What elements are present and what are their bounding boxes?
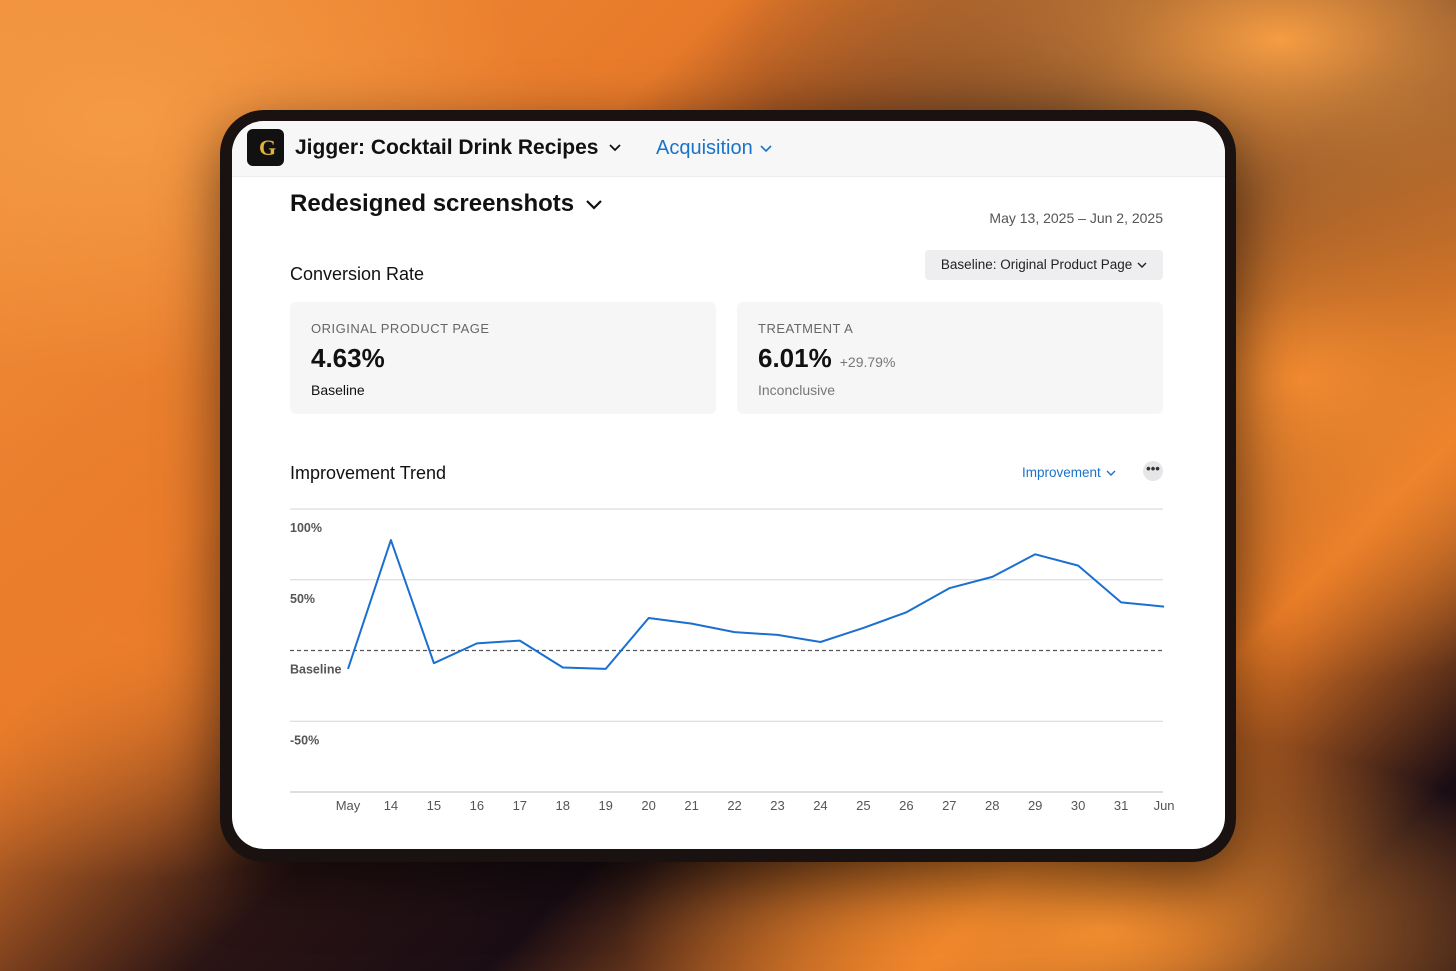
x-tick-label: Jun: [1154, 798, 1175, 813]
app-selector[interactable]: Jigger: Cocktail Drink Recipes: [295, 136, 622, 160]
section-selector[interactable]: Acquisition: [656, 137, 773, 160]
card-label: ORIGINAL PRODUCT PAGE: [311, 321, 490, 336]
x-tick-label: 20: [641, 798, 655, 813]
experiment-selector[interactable]: Redesigned screenshots: [290, 190, 603, 218]
series-line: [347, 539, 1165, 670]
metric-dropdown[interactable]: Improvement: [1022, 465, 1116, 480]
card-delta: +29.79%: [839, 354, 896, 370]
screen: G Jigger: Cocktail Drink Recipes Acquisi…: [232, 121, 1225, 849]
card-value: 4.63%: [311, 343, 385, 374]
x-tick-label: 24: [813, 798, 827, 813]
x-tick-label: 16: [470, 798, 484, 813]
x-tick-label: 17: [513, 798, 527, 813]
x-tick-label: 23: [770, 798, 784, 813]
conversion-rate-title: Conversion Rate: [290, 264, 425, 284]
x-tick-label: 25: [856, 798, 870, 813]
chevron-down-icon: [1106, 470, 1116, 477]
card-status: Inconclusive: [758, 382, 836, 398]
more-options-button[interactable]: •••: [1143, 461, 1163, 481]
x-tick-label: 26: [899, 798, 913, 813]
y-tick-label: 100%: [290, 521, 322, 535]
card-label: TREATMENT A: [758, 321, 854, 336]
card-value: 6.01% +29.79%: [758, 343, 895, 374]
chevron-down-icon: [760, 145, 772, 152]
chevron-down-icon: [586, 199, 602, 210]
app-name: Jigger: Cocktail Drink Recipes: [295, 136, 599, 159]
card-value-number: 4.63%: [311, 343, 385, 373]
x-tick-label: 22: [727, 798, 741, 813]
x-tick-label: 19: [598, 798, 612, 813]
baseline-dropdown[interactable]: Baseline: Original Product Page: [925, 250, 1163, 280]
x-tick-label: 27: [942, 798, 956, 813]
metric-dropdown-label: Improvement: [1022, 465, 1101, 480]
tablet-frame: G Jigger: Cocktail Drink Recipes Acquisi…: [220, 110, 1236, 862]
chevron-down-icon: [1137, 262, 1147, 269]
y-tick-label: 50%: [290, 592, 315, 606]
x-tick-label: May: [336, 798, 361, 813]
treatment-card: TREATMENT A 6.01% +29.79% Inconclusive: [737, 302, 1163, 414]
card-value-number: 6.01%: [758, 343, 832, 373]
card-status: Baseline: [311, 382, 365, 398]
x-tick-label: 28: [985, 798, 999, 813]
x-tick-label: 14: [384, 798, 398, 813]
improvement-trend-title: Improvement Trend: [290, 463, 447, 483]
y-tick-label: Baseline: [290, 663, 341, 677]
x-tick-label: 15: [427, 798, 441, 813]
top-bar: G Jigger: Cocktail Drink Recipes Acquisi…: [232, 121, 1225, 177]
y-tick-label: -50%: [290, 733, 319, 747]
baseline-dropdown-label: Baseline: Original Product Page: [940, 257, 1133, 272]
section-label: Acquisition: [656, 137, 753, 159]
baseline-card: ORIGINAL PRODUCT PAGE 4.63% Baseline: [290, 302, 716, 414]
x-tick-label: 21: [684, 798, 698, 813]
chevron-down-icon: [609, 144, 621, 152]
date-range: May 13, 2025 – Jun 2, 2025: [989, 210, 1163, 226]
app-icon[interactable]: G: [247, 129, 284, 166]
x-tick-label: 30: [1071, 798, 1085, 813]
x-tick-label: 29: [1028, 798, 1042, 813]
improvement-trend-chart: 100% 50% Baseline -50% May 14 15 16 17 18 19 20 21 22…: [290, 508, 1175, 813]
experiment-title: Redesigned screenshots: [290, 190, 575, 217]
x-tick-label: 31: [1114, 798, 1128, 813]
x-tick-label: 18: [556, 798, 570, 813]
